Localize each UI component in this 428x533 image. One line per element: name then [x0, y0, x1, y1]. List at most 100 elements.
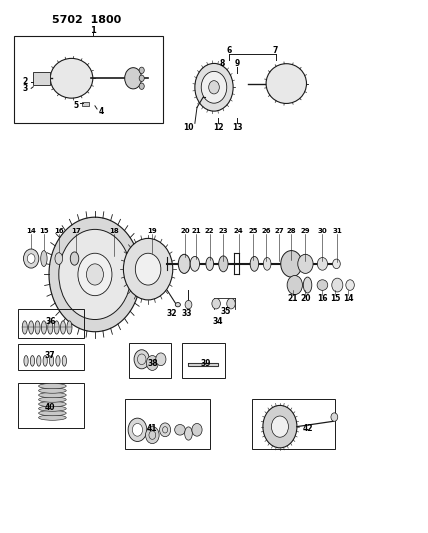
Bar — [82, 102, 89, 106]
Bar — [125, 399, 210, 449]
Text: 21: 21 — [288, 294, 298, 303]
Ellipse shape — [39, 388, 66, 393]
Ellipse shape — [54, 321, 59, 334]
Ellipse shape — [39, 410, 66, 416]
Ellipse shape — [50, 356, 54, 366]
Circle shape — [27, 254, 35, 263]
Circle shape — [59, 229, 131, 319]
Text: 29: 29 — [300, 228, 310, 234]
Circle shape — [298, 254, 313, 273]
Circle shape — [123, 238, 173, 300]
Text: 39: 39 — [200, 359, 211, 367]
Text: 10: 10 — [183, 123, 194, 132]
Ellipse shape — [206, 257, 214, 270]
Text: 40: 40 — [45, 402, 56, 411]
Text: 16: 16 — [54, 228, 64, 234]
Circle shape — [146, 356, 158, 370]
Circle shape — [139, 75, 144, 82]
Ellipse shape — [41, 251, 47, 266]
Text: 33: 33 — [181, 309, 192, 318]
Bar — [182, 343, 225, 378]
Ellipse shape — [39, 401, 66, 407]
Ellipse shape — [39, 397, 66, 402]
Circle shape — [78, 253, 112, 296]
Ellipse shape — [35, 321, 40, 334]
Circle shape — [346, 280, 354, 290]
Ellipse shape — [201, 71, 227, 103]
Circle shape — [271, 416, 288, 437]
Ellipse shape — [67, 321, 72, 334]
Ellipse shape — [39, 383, 66, 389]
Circle shape — [227, 298, 235, 309]
Text: 5: 5 — [73, 101, 78, 110]
Bar — [18, 383, 84, 428]
Circle shape — [156, 353, 166, 366]
Ellipse shape — [175, 303, 181, 307]
Circle shape — [134, 350, 149, 369]
Text: 15: 15 — [330, 294, 340, 303]
Bar — [18, 309, 84, 338]
Text: 35: 35 — [221, 306, 231, 316]
Ellipse shape — [303, 277, 312, 293]
Bar — [18, 344, 84, 370]
Ellipse shape — [30, 356, 35, 366]
Text: 18: 18 — [109, 228, 119, 234]
Circle shape — [281, 251, 302, 277]
Ellipse shape — [209, 80, 219, 94]
Circle shape — [132, 423, 143, 436]
Text: 3: 3 — [22, 84, 27, 93]
Circle shape — [86, 264, 104, 285]
Text: 6: 6 — [226, 46, 232, 55]
Circle shape — [192, 423, 202, 436]
Bar — [14, 36, 163, 123]
Text: 25: 25 — [248, 228, 258, 234]
Text: 31: 31 — [333, 228, 342, 234]
Circle shape — [139, 83, 144, 90]
Text: 34: 34 — [213, 317, 223, 326]
Text: 12: 12 — [213, 123, 223, 132]
Text: 14: 14 — [343, 294, 353, 303]
Ellipse shape — [37, 356, 41, 366]
Circle shape — [331, 413, 338, 421]
Ellipse shape — [60, 321, 65, 334]
Text: 20: 20 — [180, 228, 190, 234]
Text: 19: 19 — [148, 228, 157, 234]
Text: 26: 26 — [261, 228, 270, 234]
Ellipse shape — [55, 253, 62, 264]
Text: 4: 4 — [99, 107, 104, 116]
Text: 30: 30 — [318, 228, 327, 234]
Text: 27: 27 — [275, 228, 284, 234]
Text: 20: 20 — [300, 294, 311, 303]
Bar — [129, 343, 172, 378]
Ellipse shape — [48, 321, 53, 334]
Circle shape — [332, 278, 343, 292]
Text: 37: 37 — [45, 351, 56, 360]
Text: 1: 1 — [90, 26, 96, 35]
Text: 42: 42 — [302, 424, 313, 433]
Circle shape — [24, 249, 39, 268]
Text: 5702  1800: 5702 1800 — [52, 15, 122, 25]
Ellipse shape — [22, 321, 27, 334]
Bar — [33, 72, 50, 85]
Ellipse shape — [190, 256, 199, 271]
Text: 21: 21 — [191, 228, 201, 234]
Circle shape — [263, 406, 297, 448]
Ellipse shape — [39, 406, 66, 411]
Polygon shape — [188, 363, 218, 366]
Ellipse shape — [62, 356, 66, 366]
Text: 2: 2 — [22, 77, 27, 86]
Circle shape — [128, 418, 147, 441]
Ellipse shape — [39, 415, 66, 420]
Text: 23: 23 — [219, 228, 228, 234]
Ellipse shape — [250, 256, 259, 271]
Ellipse shape — [56, 356, 60, 366]
Ellipse shape — [219, 256, 228, 272]
Bar — [252, 399, 335, 449]
Circle shape — [160, 423, 171, 437]
Text: 28: 28 — [287, 228, 296, 234]
Ellipse shape — [43, 356, 48, 366]
Text: 41: 41 — [147, 424, 158, 433]
Circle shape — [333, 259, 340, 269]
Circle shape — [146, 426, 159, 443]
Ellipse shape — [317, 280, 328, 290]
